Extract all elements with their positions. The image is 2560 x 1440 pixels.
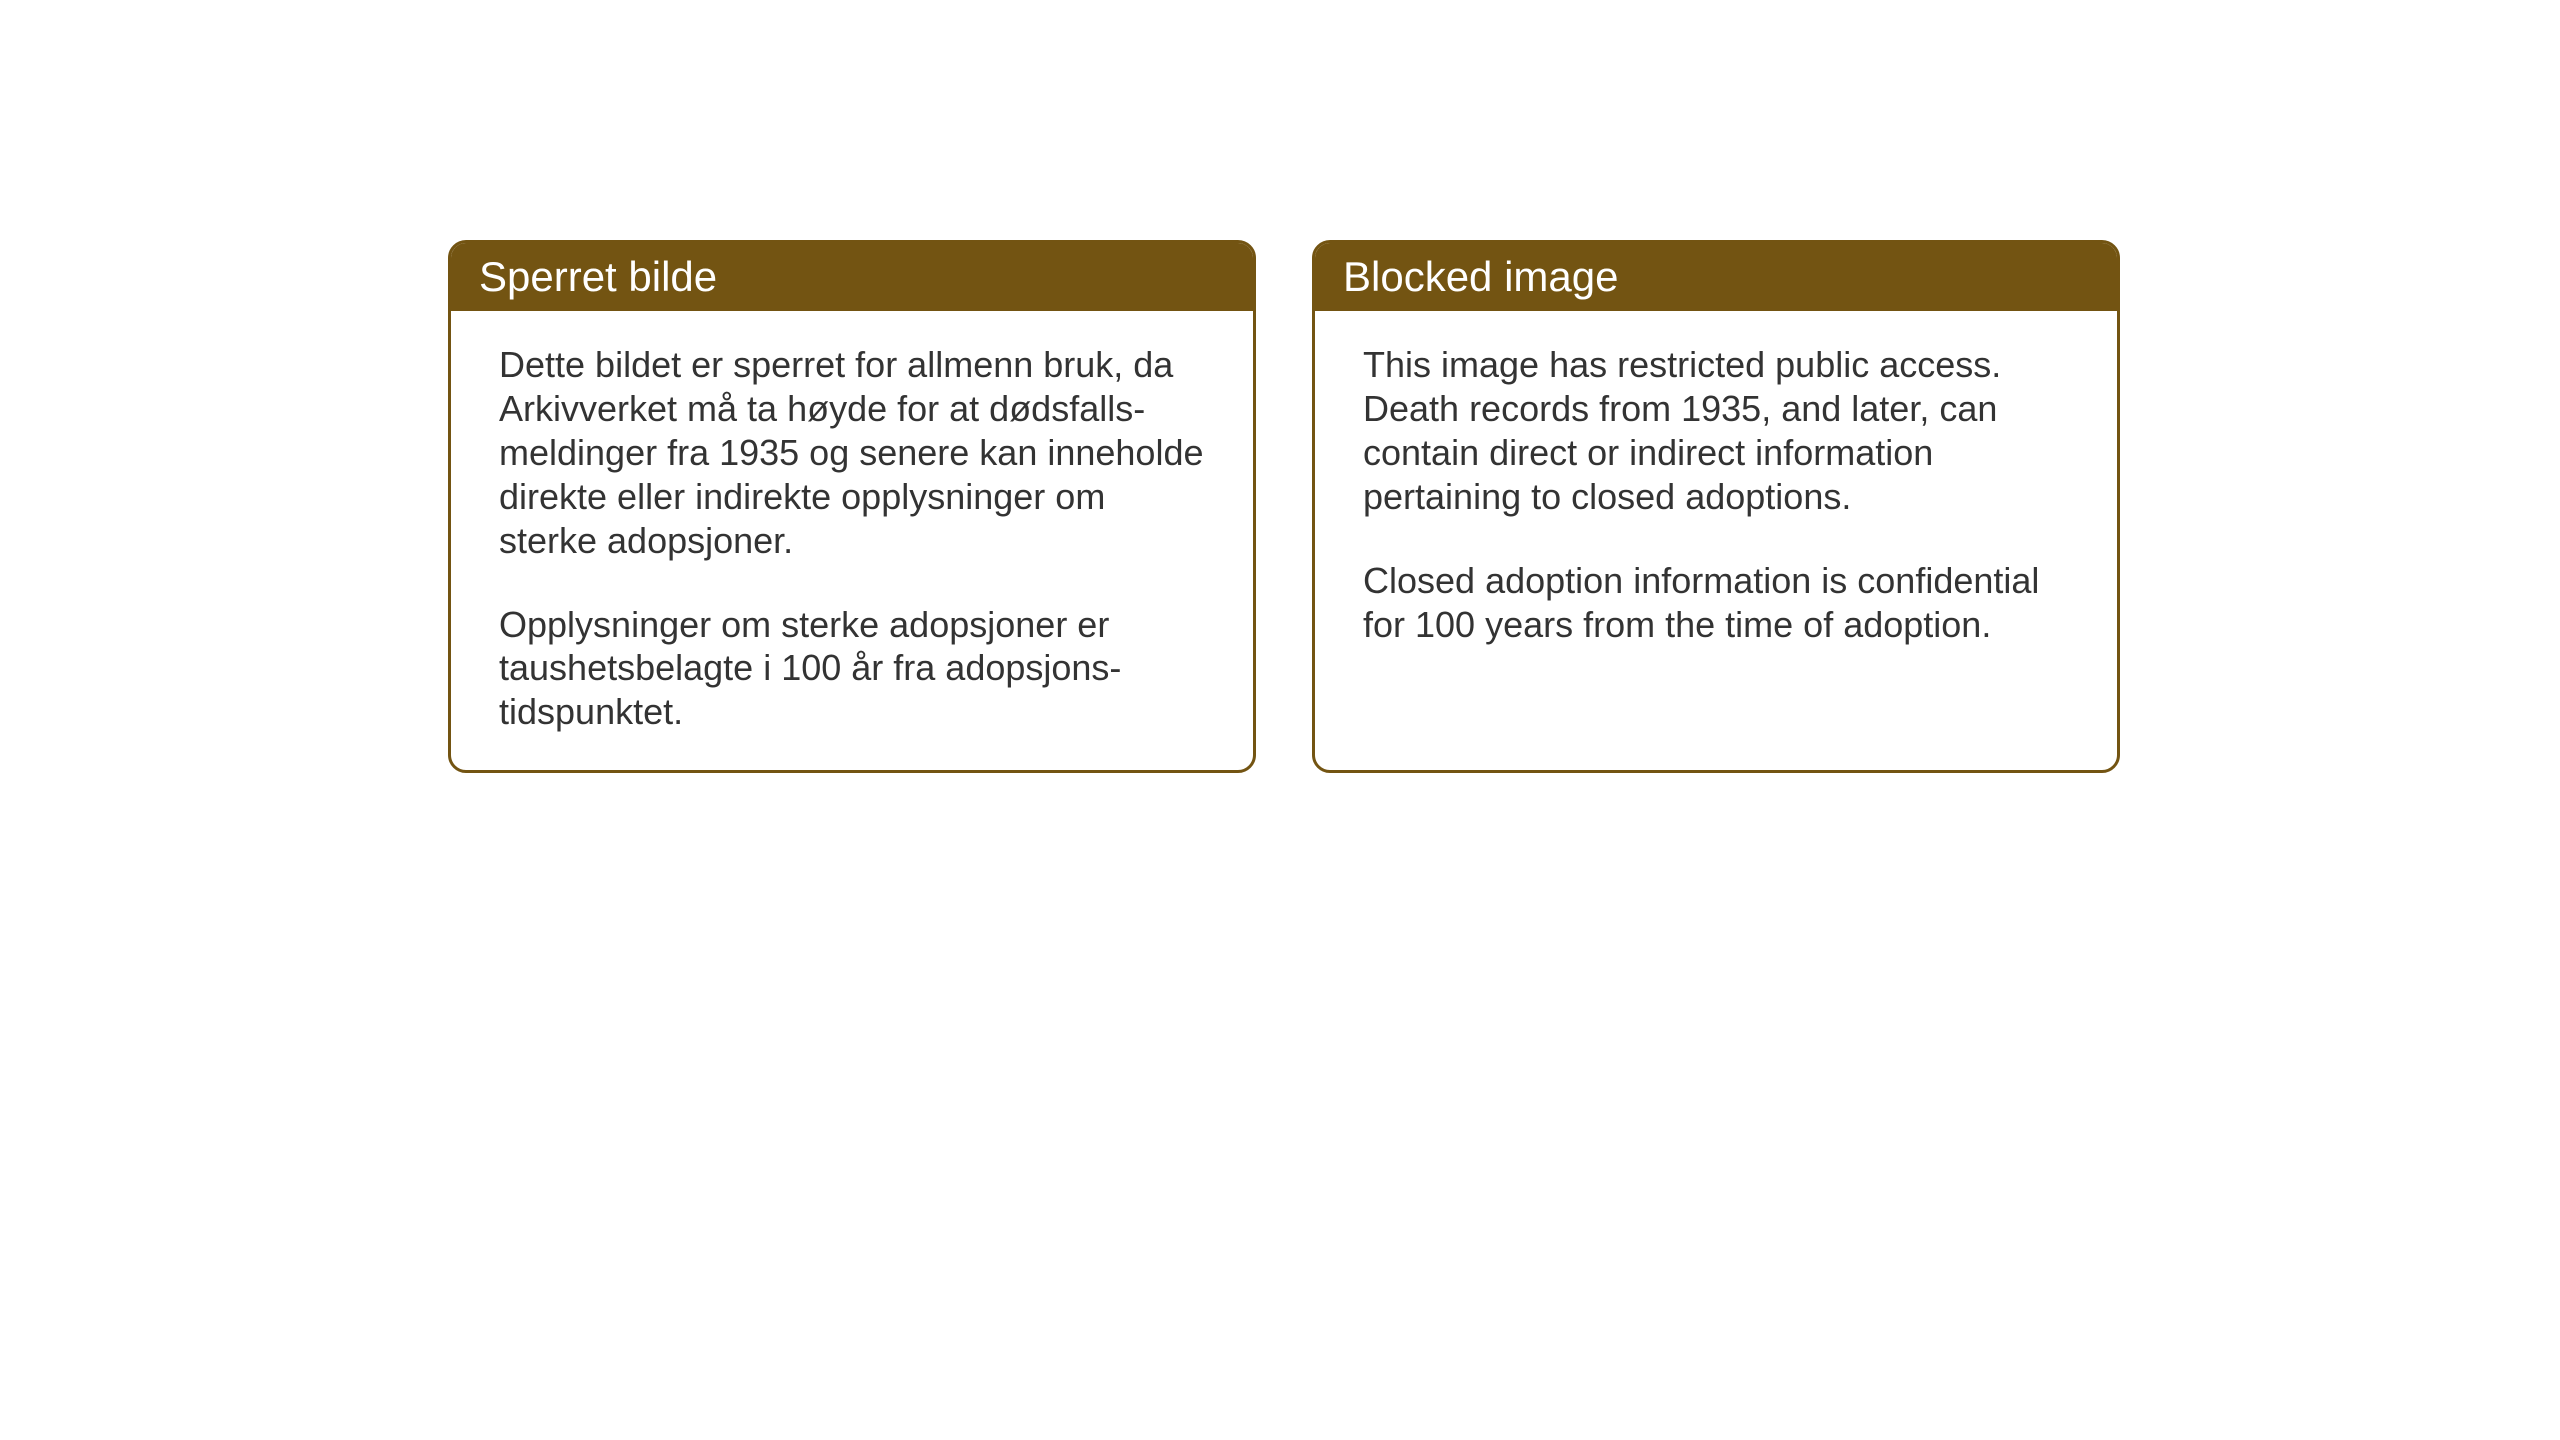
notice-card-english: Blocked image This image has restricted … bbox=[1312, 240, 2120, 773]
notice-container: Sperret bilde Dette bildet er sperret fo… bbox=[0, 0, 2560, 773]
notice-card-norwegian: Sperret bilde Dette bildet er sperret fo… bbox=[448, 240, 1256, 773]
card-title-english: Blocked image bbox=[1343, 253, 1618, 300]
card-title-norwegian: Sperret bilde bbox=[479, 253, 717, 300]
card-body-english: This image has restricted public access.… bbox=[1315, 311, 2117, 721]
card-header-norwegian: Sperret bilde bbox=[451, 243, 1253, 311]
card-body-norwegian: Dette bildet er sperret for allmenn bruk… bbox=[451, 311, 1253, 770]
card-header-english: Blocked image bbox=[1315, 243, 2117, 311]
paragraph-2-norwegian: Opplysninger om sterke adopsjoner er tau… bbox=[499, 603, 1205, 735]
paragraph-1-english: This image has restricted public access.… bbox=[1363, 343, 2069, 519]
paragraph-1-norwegian: Dette bildet er sperret for allmenn bruk… bbox=[499, 343, 1205, 563]
paragraph-2-english: Closed adoption information is confident… bbox=[1363, 559, 2069, 647]
